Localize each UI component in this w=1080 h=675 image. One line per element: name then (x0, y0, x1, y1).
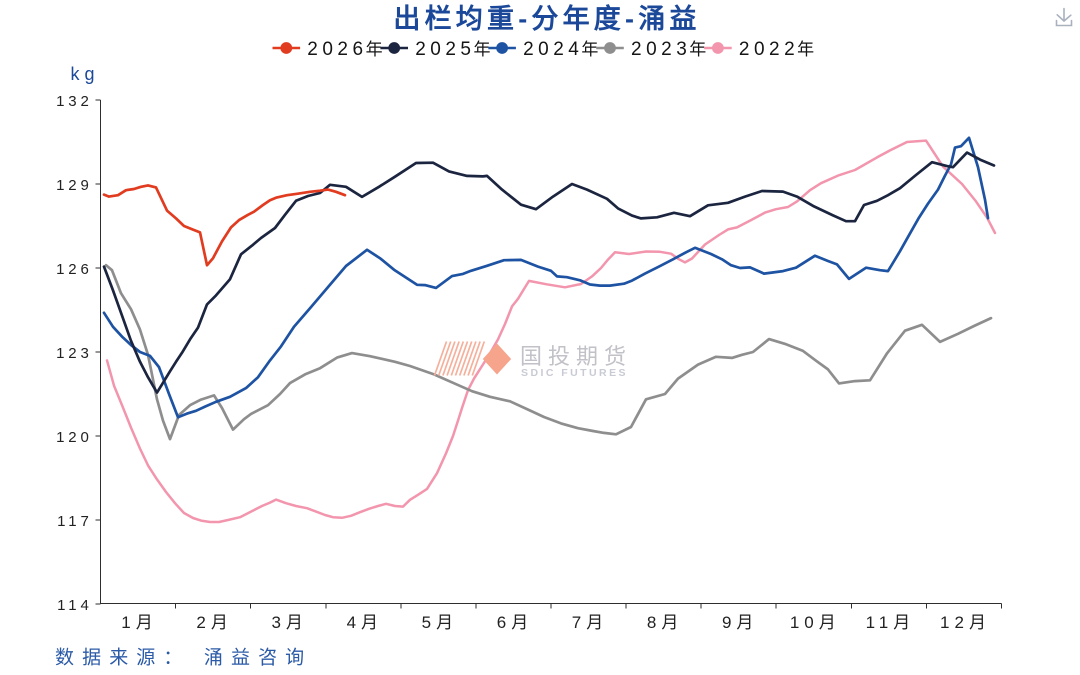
svg-text:120: 120 (56, 429, 93, 446)
svg-text:126: 126 (56, 261, 93, 278)
svg-text:3月: 3月 (271, 613, 307, 632)
svg-text:2月: 2月 (196, 613, 232, 632)
svg-text:117: 117 (57, 513, 93, 530)
svg-text:114: 114 (57, 597, 93, 614)
svg-text:出栏均重-分年度-涌益: 出栏均重-分年度-涌益 (393, 3, 700, 34)
svg-text:10月: 10月 (790, 613, 841, 632)
svg-text:2023年: 2023年 (631, 39, 711, 60)
svg-text:123: 123 (56, 345, 93, 362)
svg-text:9月: 9月 (722, 613, 758, 632)
svg-text:SDIC FUTURES: SDIC FUTURES (521, 367, 628, 379)
svg-text:2026年: 2026年 (307, 39, 387, 60)
svg-text:7月: 7月 (572, 613, 608, 632)
svg-text:12月: 12月 (940, 613, 991, 632)
svg-text:129: 129 (56, 177, 93, 194)
svg-text:6月: 6月 (497, 613, 533, 632)
svg-text:4月: 4月 (347, 613, 383, 632)
svg-text:132: 132 (56, 93, 93, 110)
svg-text:kg: kg (71, 64, 100, 84)
svg-text:2022年: 2022年 (739, 39, 819, 60)
svg-text:国投期货: 国投期货 (520, 344, 632, 369)
svg-text:11月: 11月 (866, 613, 916, 632)
svg-text:2024年: 2024年 (523, 39, 603, 60)
svg-text:8月: 8月 (647, 613, 683, 632)
svg-text:数据来源： 涌益咨询: 数据来源： 涌益咨询 (55, 647, 312, 669)
svg-text:1月: 1月 (121, 613, 157, 632)
svg-text:2025年: 2025年 (415, 39, 495, 60)
svg-text:5月: 5月 (422, 613, 458, 632)
